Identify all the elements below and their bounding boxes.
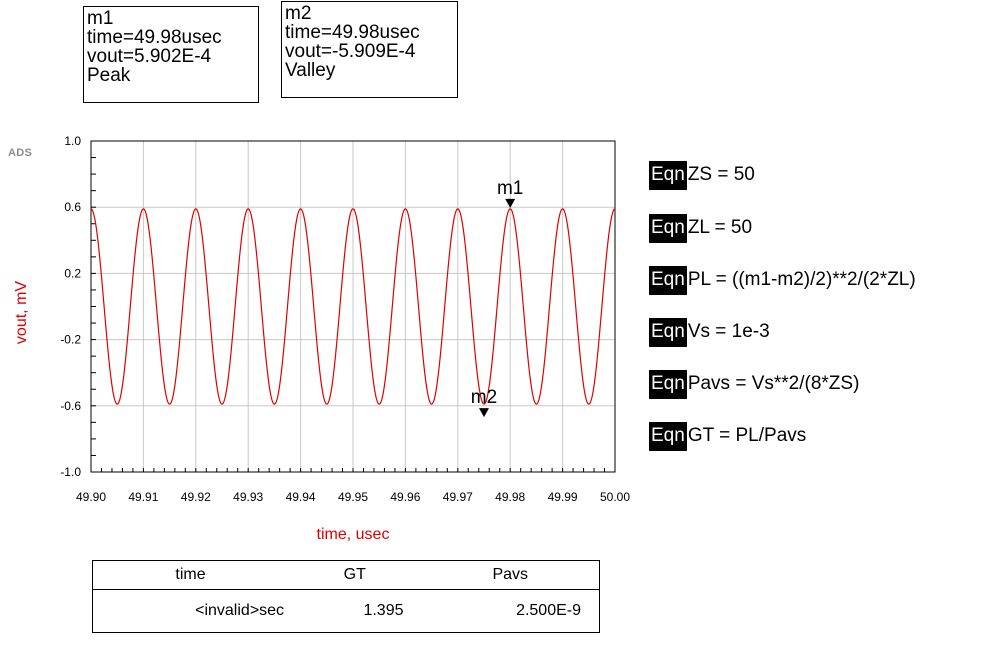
marker-label-m1: m1 bbox=[497, 178, 523, 199]
x-tick-label: 50.00 bbox=[600, 490, 630, 504]
vout-plot[interactable]: 1.0 0.6 0.2 -0.2 -0.6 -1.0 49.90 49.91 49.92 49.9… bbox=[0, 0, 986, 560]
equation-text: Vs = 1e-3 bbox=[687, 321, 770, 342]
cell-pavs: 2.500E-9 bbox=[516, 602, 581, 619]
y-tick-label: -1.0 bbox=[60, 465, 81, 479]
marker-readout-m2[interactable]: m2 time=49.98usec vout=-5.909E-4 Valley bbox=[281, 1, 458, 98]
marker-name: m1 bbox=[87, 8, 114, 29]
marker-value: vout=-5.909E-4 bbox=[285, 41, 416, 62]
eqn-tag: Eqn bbox=[649, 421, 687, 451]
x-tick-label: 49.95 bbox=[338, 490, 368, 504]
equation-text: ZS = 50 bbox=[687, 164, 755, 185]
x-tick-label: 49.92 bbox=[181, 490, 211, 504]
marker-triangle-m2 bbox=[479, 408, 489, 418]
y-tick-label: 1.0 bbox=[64, 134, 81, 148]
equation-item[interactable]: Eqn ZL = 50 bbox=[649, 213, 752, 243]
cell-gt: 1.395 bbox=[363, 602, 404, 619]
y-tick-label: 0.6 bbox=[64, 200, 81, 214]
marker-kind: Peak bbox=[87, 65, 131, 86]
x-tick-label: 49.91 bbox=[128, 490, 158, 504]
x-tick-label: 49.98 bbox=[495, 490, 525, 504]
x-tick-label: 49.96 bbox=[390, 490, 420, 504]
eqn-tag: Eqn bbox=[649, 265, 687, 295]
marker-time: time=49.98usec bbox=[87, 27, 222, 48]
marker-name: m2 bbox=[285, 3, 312, 24]
y-tick-label: -0.6 bbox=[60, 399, 81, 413]
marker-kind: Valley bbox=[285, 60, 336, 81]
equation-item[interactable]: Eqn ZS = 50 bbox=[649, 160, 755, 190]
eqn-tag: Eqn bbox=[649, 160, 687, 190]
vout-series-line bbox=[90, 208, 616, 405]
column-header-pavs: Pavs bbox=[421, 560, 600, 590]
equation-text: ZL = 50 bbox=[687, 217, 753, 238]
equation-item[interactable]: Eqn Pavs = Vs**2/(8*ZS) bbox=[649, 369, 859, 399]
equation-item[interactable]: Eqn Vs = 1e-3 bbox=[649, 317, 770, 347]
y-tick-label: -0.2 bbox=[60, 333, 81, 347]
y-tick-label: 0.2 bbox=[64, 266, 81, 280]
equation-item[interactable]: Eqn PL = ((m1-m2)/2)**2/(2*ZL) bbox=[649, 265, 916, 295]
eqn-tag: Eqn bbox=[649, 213, 687, 243]
eqn-tag: Eqn bbox=[649, 317, 687, 347]
x-tick-label: 49.93 bbox=[233, 490, 263, 504]
marker-readout-m1[interactable]: m1 time=49.98usec vout=5.902E-4 Peak bbox=[83, 6, 259, 103]
x-axis-label: time, usec bbox=[317, 526, 390, 543]
marker-value: vout=5.902E-4 bbox=[87, 46, 212, 67]
column-header-gt: GT bbox=[288, 560, 422, 590]
x-tick-label: 49.90 bbox=[76, 490, 106, 504]
eqn-tag: Eqn bbox=[649, 369, 687, 399]
equation-text: Pavs = Vs**2/(8*ZS) bbox=[687, 373, 860, 394]
marker-label-m2: m2 bbox=[471, 387, 497, 408]
x-tick-label: 49.99 bbox=[548, 490, 578, 504]
results-table: time GT Pavs <invalid>sec 1.395 2.500E-9 bbox=[92, 560, 600, 633]
table-header-row: time GT Pavs bbox=[92, 560, 600, 590]
marker-triangle-m1 bbox=[505, 198, 516, 208]
x-tick-label: 49.97 bbox=[443, 490, 473, 504]
x-tick-label: 49.94 bbox=[286, 490, 316, 504]
equation-text: GT = PL/Pavs bbox=[687, 425, 807, 446]
equation-item[interactable]: Eqn GT = PL/Pavs bbox=[649, 421, 806, 451]
cell-time: <invalid>sec bbox=[195, 602, 285, 619]
y-axis-label: vout, mV bbox=[13, 281, 30, 344]
column-header-time: time bbox=[92, 560, 289, 590]
table-row: <invalid>sec 1.395 2.500E-9 bbox=[93, 590, 600, 633]
equation-text: PL = ((m1-m2)/2)**2/(2*ZL) bbox=[687, 269, 916, 290]
ads-logo: ADS bbox=[8, 147, 33, 159]
marker-time: time=49.98usec bbox=[285, 22, 420, 43]
